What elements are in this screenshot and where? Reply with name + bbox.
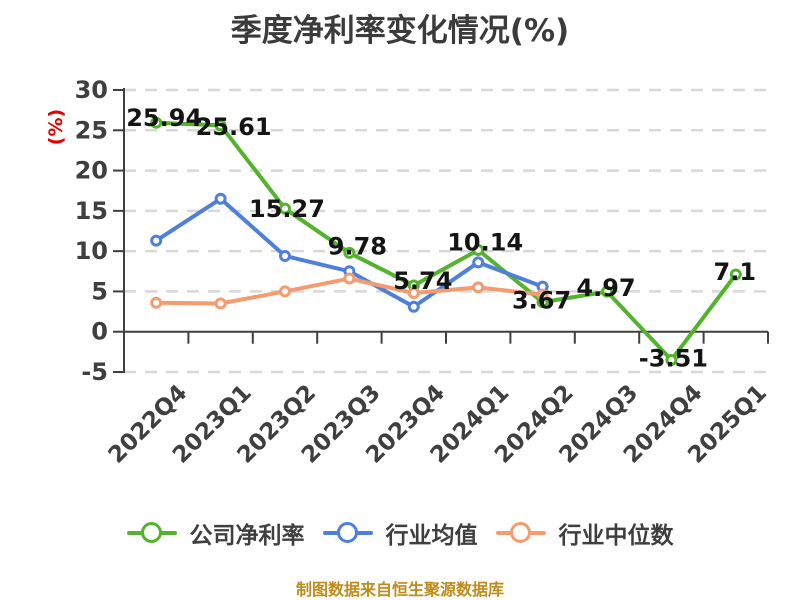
- point-value-label: 9.78: [328, 232, 387, 260]
- data-point-company-net-margin[interactable]: [665, 353, 678, 366]
- data-point-industry-median[interactable]: [536, 288, 549, 301]
- data-point-company-net-margin[interactable]: [214, 119, 227, 132]
- data-point-industry-median[interactable]: [279, 285, 291, 298]
- point-value-label: 7.1: [714, 258, 757, 286]
- data-point-industry-mean[interactable]: [407, 300, 420, 313]
- data-point-company-net-margin[interactable]: [279, 202, 291, 215]
- legend-item-company-net-margin[interactable]: 公司净利率: [126, 516, 305, 550]
- y-tick-label: 25: [75, 116, 108, 144]
- data-point-industry-median[interactable]: [472, 281, 485, 294]
- point-value-label: 4.97: [576, 274, 635, 302]
- y-tick-label: 10: [75, 237, 108, 265]
- y-axis-unit-label: (%): [45, 108, 67, 146]
- line-circle-marker-icon: [495, 521, 546, 545]
- data-point-company-net-margin[interactable]: [729, 268, 742, 281]
- y-tick-label: 20: [75, 157, 108, 185]
- legend-label-industry-median: 行业中位数: [558, 523, 674, 549]
- y-tick-label: 15: [75, 197, 108, 225]
- point-value-label: 10.14: [447, 229, 523, 257]
- y-tick-label: 30: [75, 76, 108, 104]
- legend-label-industry-mean: 行业均值: [385, 523, 478, 549]
- legend-label-company-net-margin: 公司净利率: [189, 523, 305, 549]
- point-value-label: 5.74: [393, 267, 452, 295]
- y-tick-label: 0: [91, 318, 108, 346]
- point-value-label: -3.51: [639, 344, 708, 372]
- data-point-company-net-margin[interactable]: [343, 246, 356, 259]
- legend-item-industry-median[interactable]: 行业中位数: [495, 516, 674, 550]
- legend: 公司净利率 行业均值 行业中位数: [0, 516, 800, 550]
- y-tick-label: 5: [91, 277, 108, 305]
- data-point-industry-median[interactable]: [150, 296, 163, 309]
- data-point-industry-median[interactable]: [407, 287, 420, 300]
- point-value-label: 15.27: [249, 195, 325, 223]
- data-point-industry-mean[interactable]: [472, 256, 485, 269]
- data-point-industry-mean[interactable]: [150, 234, 163, 247]
- point-value-label: 3.67: [512, 287, 571, 315]
- chart-title: 季度净利率变化情况(%): [230, 13, 570, 49]
- data-point-company-net-margin[interactable]: [601, 285, 613, 298]
- data-point-industry-mean[interactable]: [214, 192, 227, 205]
- data-point-company-net-margin[interactable]: [472, 244, 485, 257]
- y-tick-label: -5: [81, 358, 108, 386]
- point-value-label: 25.94: [126, 104, 202, 132]
- line-circle-marker-icon: [322, 521, 373, 545]
- data-point-industry-median[interactable]: [343, 272, 356, 285]
- data-source-note: 制图数据来自恒生聚源数据库: [295, 580, 504, 599]
- legend-item-industry-mean[interactable]: 行业均值: [322, 516, 478, 550]
- point-value-label: 25.61: [196, 113, 272, 141]
- line-circle-marker-icon: [126, 521, 177, 545]
- series-line-company-net-margin: [154, 120, 738, 362]
- data-point-industry-mean[interactable]: [279, 249, 291, 262]
- data-point-industry-median[interactable]: [214, 297, 227, 310]
- data-point-company-net-margin[interactable]: [150, 116, 163, 129]
